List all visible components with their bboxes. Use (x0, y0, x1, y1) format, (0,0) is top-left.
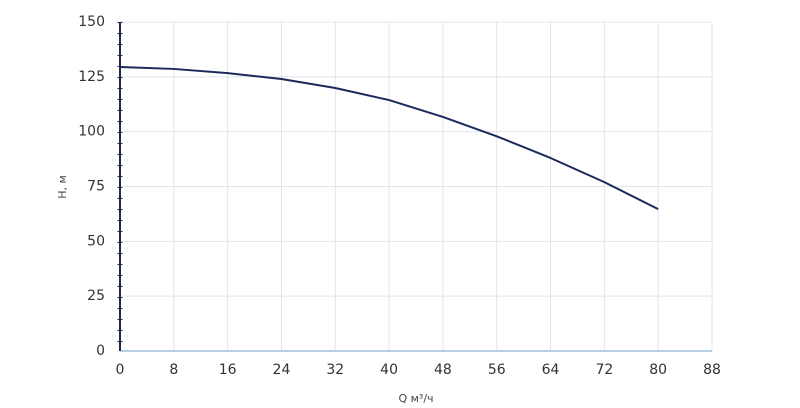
y-tick-label: 25 (87, 288, 105, 304)
y-tick-label: 0 (96, 343, 105, 359)
y-tick-label: 100 (78, 124, 105, 140)
y-tick-label: 75 (87, 179, 105, 195)
x-tick-label: 16 (219, 362, 237, 378)
x-tick-label: 0 (116, 362, 125, 378)
x-tick-label: 56 (488, 362, 506, 378)
x-tick-label: 40 (380, 362, 398, 378)
x-tick-label: 88 (703, 362, 721, 378)
x-tick-label: 24 (273, 362, 291, 378)
x-tick-label: 48 (434, 362, 452, 378)
x-tick-label: 32 (326, 362, 344, 378)
line (119, 65, 659, 210)
x-tick-label: 80 (649, 362, 667, 378)
x-tick-label: 72 (595, 362, 613, 378)
y-tick-label: 50 (87, 233, 105, 249)
y-tick-label: 150 (78, 14, 105, 30)
y-tick-label: 125 (78, 69, 105, 85)
x-tick-label: 64 (542, 362, 560, 378)
x-tick-label: 8 (169, 362, 178, 378)
x-axis-title: Q м³/ч (398, 392, 433, 405)
y-axis-title: H, м (56, 175, 69, 199)
